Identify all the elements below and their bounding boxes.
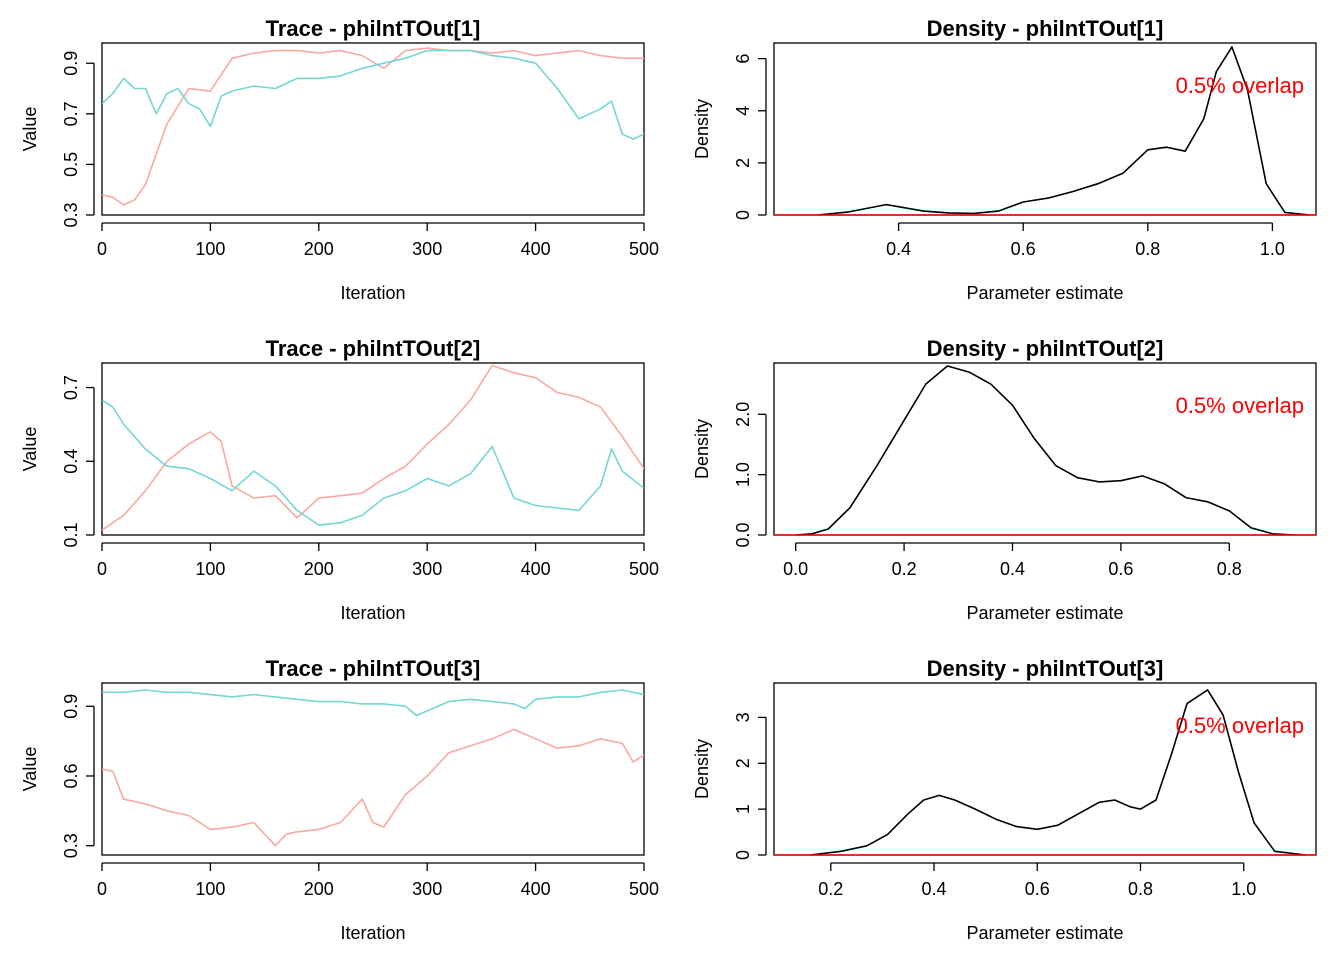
x-tick-label: 400: [521, 559, 551, 579]
y-tick-label: 3: [733, 712, 753, 722]
x-tick-label: 0.4: [886, 239, 911, 259]
plot-box: [773, 42, 1317, 216]
plot-title: Trace - philntTOut[3]: [266, 656, 481, 681]
panel-3: Trace - philntTOut[2] 0 100 200 300 400 500 Ite…: [20, 336, 659, 623]
panel-5: Trace - philntTOut[3] 0 100 200 300 400 500 Ite…: [20, 656, 659, 943]
series-line-2: [102, 399, 644, 527]
x-tick-label: 0.0: [783, 559, 808, 579]
x-tick-label: 0.6: [1108, 559, 1133, 579]
plot-title: Density - philntTOut[2]: [927, 336, 1164, 361]
x-axis-label: Iteration: [340, 603, 405, 623]
x-tick-label: 0.6: [1011, 239, 1036, 259]
y-tick-label: 1.0: [733, 462, 753, 487]
x-tick-label: 500: [629, 879, 659, 899]
series-line-1: [817, 46, 1310, 215]
y-axis-label: Value: [20, 107, 40, 152]
x-tick-label: 0.8: [1128, 879, 1153, 899]
plot-box: [101, 682, 645, 856]
panel-6: Density - philntTOut[3] 0.2 0.4 0.6 0.8 1.0 Pa…: [692, 656, 1317, 943]
series-line-1: [102, 728, 644, 847]
y-axis-label: Value: [20, 427, 40, 472]
plot-box: [101, 42, 645, 216]
series-line-1: [102, 364, 644, 531]
y-tick-label: 6: [733, 54, 753, 64]
x-tick-label: 0: [97, 879, 107, 899]
y-tick-label: 0.3: [61, 202, 81, 227]
panel-2: Density - philntTOut[1] 0.4 0.6 0.8 1.0 Param…: [692, 16, 1317, 303]
x-tick-label: 200: [304, 559, 334, 579]
series-line-1: [795, 365, 1295, 535]
x-tick-label: 300: [412, 239, 442, 259]
plot-box: [773, 682, 1317, 856]
series-line-1: [810, 689, 1306, 855]
plot-title: Trace - philntTOut[1]: [266, 16, 481, 41]
x-tick-label: 500: [629, 559, 659, 579]
y-tick-label: 0.4: [61, 449, 81, 474]
x-axis-label: Iteration: [340, 283, 405, 303]
y-axis-label: Density: [692, 419, 712, 479]
x-tick-label: 300: [412, 879, 442, 899]
overlap-annotation: 0.5% overlap: [1176, 393, 1304, 418]
x-tick-label: 0.4: [922, 879, 947, 899]
x-tick-label: 200: [304, 879, 334, 899]
y-tick-label: 2.0: [733, 402, 753, 427]
y-tick-label: 0: [733, 850, 753, 860]
x-tick-label: 400: [521, 239, 551, 259]
x-axis-label: Iteration: [340, 923, 405, 943]
x-tick-label: 300: [412, 559, 442, 579]
y-tick-label: 4: [733, 106, 753, 116]
overlap-annotation: 0.5% overlap: [1176, 713, 1304, 738]
y-axis-label: Density: [692, 99, 712, 159]
x-tick-label: 500: [629, 239, 659, 259]
y-tick-label: 2: [733, 758, 753, 768]
panel-1: Trace - philntTOut[1] 0 100 200 300 400 500 Ite…: [20, 16, 659, 303]
series-line-2: [102, 49, 644, 140]
y-axis-label: Value: [20, 747, 40, 792]
y-tick-label: 0.5: [61, 152, 81, 177]
plot-title: Density - philntTOut[1]: [927, 16, 1164, 41]
x-tick-label: 100: [195, 879, 225, 899]
y-tick-label: 0.0: [733, 522, 753, 547]
y-tick-label: 0.6: [61, 763, 81, 788]
x-tick-label: 0.4: [1000, 559, 1025, 579]
overlap-annotation: 0.5% overlap: [1176, 73, 1304, 98]
x-tick-label: 0: [97, 239, 107, 259]
x-tick-label: 0.2: [818, 879, 843, 899]
y-tick-label: 0.9: [61, 51, 81, 76]
plot-title: Trace - philntTOut[2]: [266, 336, 481, 361]
x-tick-label: 0.2: [892, 559, 917, 579]
y-tick-label: 0: [733, 210, 753, 220]
series-line-2: [102, 689, 644, 717]
x-axis-label: Parameter estimate: [966, 603, 1123, 623]
x-tick-label: 0.6: [1025, 879, 1050, 899]
x-tick-label: 0.8: [1217, 559, 1242, 579]
x-axis-label: Parameter estimate: [966, 923, 1123, 943]
plot-box: [773, 362, 1317, 536]
plot-box: [101, 362, 645, 536]
y-tick-label: 1: [733, 804, 753, 814]
x-axis-label: Parameter estimate: [966, 283, 1123, 303]
x-tick-label: 0: [97, 559, 107, 579]
x-tick-label: 100: [195, 239, 225, 259]
y-tick-label: 0.1: [61, 522, 81, 547]
y-tick-label: 0.7: [61, 101, 81, 126]
y-tick-label: 0.7: [61, 375, 81, 400]
x-tick-label: 100: [195, 559, 225, 579]
series-line-1: [102, 47, 644, 206]
y-tick-label: 0.9: [61, 694, 81, 719]
x-tick-label: 400: [521, 879, 551, 899]
plot-title: Density - philntTOut[3]: [927, 656, 1164, 681]
x-tick-label: 1.0: [1260, 239, 1285, 259]
panel-4: Density - philntTOut[2] 0.0 0.2 0.4 0.6 0.8 Pa…: [692, 336, 1317, 623]
x-tick-label: 0.8: [1135, 239, 1160, 259]
y-axis-label: Density: [692, 739, 712, 799]
x-tick-label: 200: [304, 239, 334, 259]
y-tick-label: 2: [733, 158, 753, 168]
x-tick-label: 1.0: [1231, 879, 1256, 899]
y-tick-label: 0.3: [61, 833, 81, 858]
